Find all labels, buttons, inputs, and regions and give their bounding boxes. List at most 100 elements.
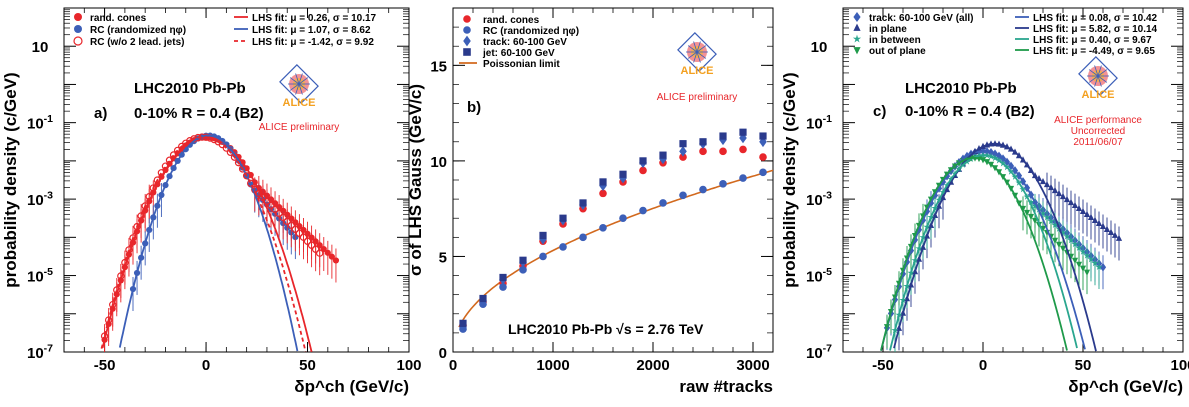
data-point (759, 136, 767, 148)
logo-ray (298, 83, 303, 95)
data-point (1083, 210, 1091, 218)
data-point (759, 153, 767, 161)
chart-panel-a: -50 0 50 100 10 10-1 10-3 10-5 10-7 probability d… (1, 7, 422, 396)
logo-ray (1088, 75, 1099, 83)
plot-frame (63, 7, 410, 353)
data-point (307, 241, 316, 249)
data-point (599, 223, 607, 232)
data-point (459, 319, 467, 327)
data-point (1055, 241, 1063, 248)
x-axis-title: δp^ch (GeV/c) (294, 377, 409, 396)
logo-caption: 2011/06/07 (1073, 137, 1123, 148)
logo-ray (298, 73, 303, 85)
x-axis-title: raw #tracks (679, 377, 773, 396)
data-point (1043, 180, 1051, 188)
data-point (1063, 195, 1071, 203)
data-point (74, 25, 82, 33)
data-point (463, 48, 471, 56)
logo-caption: ALICE preliminary (657, 92, 738, 103)
annotation-text: LHC2010 Pb-Pb √s = 2.76 TeV (508, 321, 704, 337)
fit-curve-1 (893, 142, 1097, 352)
x-tick-label: 1000 (536, 357, 569, 374)
data-point (1099, 262, 1107, 272)
data-point (324, 249, 331, 256)
data-point (519, 256, 527, 264)
x-tick-label: 0 (979, 357, 987, 374)
panel-label: c) (873, 103, 886, 120)
logo-ray (693, 51, 698, 63)
y-tick-label: 10-3 (27, 189, 53, 209)
data-point (1055, 189, 1063, 197)
data-point (1091, 216, 1099, 223)
annotation-text: LHC2010 Pb-Pb (134, 80, 246, 97)
data-point (1031, 202, 1039, 209)
logo-ray (687, 45, 698, 53)
data-point (639, 157, 647, 165)
legend-label: LHS fit: μ = 1.07, σ = 8.62 (252, 25, 371, 36)
data-point (739, 132, 747, 144)
x-tick-label: -50 (94, 357, 116, 374)
panel-label: a) (94, 105, 107, 122)
annotation-text: LHC2010 Pb-Pb (905, 80, 1017, 97)
data-point (1051, 186, 1059, 194)
data-point (559, 214, 567, 222)
data-point (1071, 201, 1079, 209)
logo-ray (1097, 75, 1108, 83)
data-point (1031, 217, 1039, 225)
y-tick-label: 10-7 (27, 342, 53, 362)
fit-curve-3 (880, 157, 1068, 351)
legend-label: track: 60-100 GeV (all) (869, 13, 974, 24)
data-point (1059, 192, 1067, 200)
legend-label: in between (869, 35, 921, 46)
y-tick-label: 15 (430, 58, 447, 75)
panel-label: b) (467, 99, 481, 116)
data-point (679, 153, 687, 161)
x-tick-label: 100 (1170, 357, 1189, 374)
x-tick-label: 0 (449, 357, 457, 374)
y-tick-label: 10 (32, 39, 49, 56)
data-point (699, 138, 707, 146)
data-point (1071, 240, 1079, 248)
logo-ray (1097, 69, 1108, 77)
data-point (1079, 207, 1087, 215)
data-point (463, 15, 471, 23)
data-point (619, 170, 627, 178)
data-point (279, 213, 287, 222)
data-point (311, 245, 320, 253)
data-point (659, 199, 667, 207)
data-point (539, 252, 547, 261)
data-point (1087, 213, 1095, 221)
logo-ray (687, 51, 698, 59)
data-point (719, 180, 727, 188)
data-point (328, 253, 335, 260)
alice-logo: ALICE (677, 32, 717, 77)
x-tick-label: -50 (872, 357, 894, 374)
data-point (659, 153, 667, 165)
data-point (283, 217, 291, 226)
logo-text: ALICE (681, 65, 714, 77)
data-point (463, 35, 471, 47)
data-point (599, 189, 607, 198)
data-point (1039, 177, 1047, 185)
data-point (679, 146, 687, 157)
data-point (559, 243, 567, 251)
data-point (1039, 209, 1047, 217)
data-point (1079, 248, 1087, 255)
logo-ray (1097, 75, 1102, 87)
data-point (1067, 236, 1075, 244)
logo-text: ALICE (1082, 89, 1115, 101)
data-point (679, 140, 687, 148)
logo-ray (1097, 65, 1102, 77)
data-point (579, 199, 587, 207)
y-tick-label: 10-5 (806, 266, 832, 286)
data-point (519, 266, 527, 274)
y-tick-label: 5 (439, 249, 447, 266)
plot-frame (842, 7, 1184, 353)
data-point (719, 147, 727, 156)
data-point (579, 233, 587, 242)
logo-ray (1088, 69, 1099, 77)
data-point (1083, 269, 1091, 276)
data-point (291, 225, 300, 233)
